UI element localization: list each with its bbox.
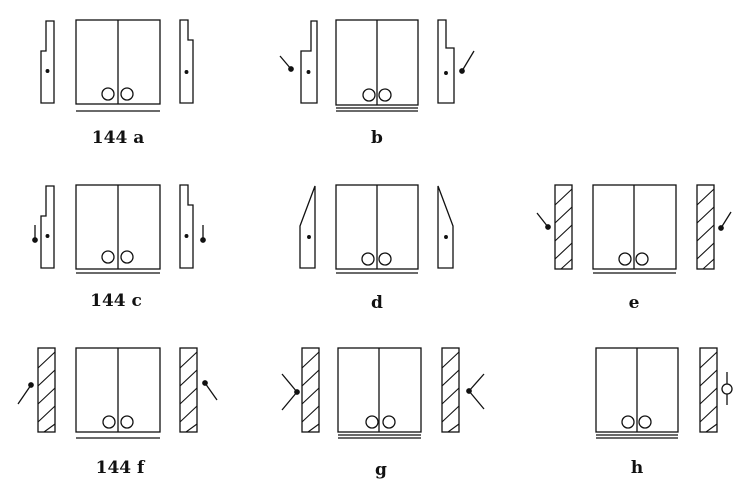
panel-a-right-pivot <box>184 70 189 74</box>
panel-e-left-handle-arm <box>536 212 549 228</box>
panel-f-left-handle-arm <box>17 384 32 405</box>
panel-c-right-pivot <box>184 234 189 238</box>
panel-c-drawing <box>32 184 206 274</box>
panel-a-left-pivot <box>45 69 50 73</box>
panel-f-right-profile <box>179 347 198 433</box>
panel-a-drawing <box>40 19 194 112</box>
panel-g-left-profile <box>301 347 320 433</box>
panel-g-right-handle <box>466 388 472 394</box>
panel-b-label: b <box>371 128 383 148</box>
panel-e-right-handle <box>718 225 724 231</box>
panel-b-knob-right <box>378 88 392 102</box>
panel-c-left-pivot <box>45 234 50 238</box>
panel-f-right-handle-arm <box>204 382 218 401</box>
panel-d-right-pivot <box>444 235 448 239</box>
panel-f-right-hatch <box>179 351 198 433</box>
panel-h-label: h <box>630 458 644 478</box>
panel-g-left-handle-arm-down <box>281 391 298 411</box>
panel-f-label: 144 f <box>95 458 145 478</box>
panel-b-right-handle-arm <box>461 50 475 72</box>
panel-h-drawing <box>595 347 733 439</box>
panel-g-right-handle-arm-down <box>468 390 485 410</box>
panel-c-knob-right <box>120 250 134 264</box>
panel-d-left-pivot <box>307 235 311 239</box>
panel-e-drawing <box>536 184 732 274</box>
panel-d-knob-left <box>361 252 375 266</box>
panel-e-knob-left <box>618 252 632 266</box>
panel-g-right-profile <box>441 347 460 433</box>
panel-g-right-hatch <box>441 351 460 433</box>
panel-d-left-profile <box>299 185 316 269</box>
panel-h-right-latch <box>721 383 733 395</box>
panel-e-right-profile <box>696 184 715 270</box>
panel-g-knob-right <box>382 415 396 429</box>
panel-g-left-handle <box>294 389 300 395</box>
panel-a-label: 144 a <box>91 128 145 148</box>
panel-g-knob-left <box>365 415 379 429</box>
panel-a-knob-right <box>120 87 134 101</box>
panel-b-right-pivot <box>444 71 448 75</box>
panel-f-left-handle <box>28 382 34 388</box>
panel-d-label: d <box>371 293 383 313</box>
panel-f-knob-right <box>120 415 134 429</box>
panel-g-drawing <box>281 347 485 439</box>
panel-f-left-hatch <box>37 351 56 433</box>
panel-f-left-profile <box>37 347 56 433</box>
panel-e-knob-right <box>635 252 649 266</box>
panel-f-right-handle <box>202 380 208 386</box>
panel-d-drawing <box>299 184 454 274</box>
panel-b-knob-left <box>362 88 376 102</box>
panel-h-knob-left <box>621 415 635 429</box>
panel-b-drawing <box>279 19 475 112</box>
panel-c-label: 144 c <box>90 291 142 311</box>
panel-e-right-handle-arm <box>720 211 732 229</box>
panel-a-left-profile <box>40 20 55 104</box>
panel-h-knob-right <box>638 415 652 429</box>
panel-g-left-hatch <box>301 351 320 433</box>
panel-e-left-hatch <box>554 188 573 270</box>
panel-c-left-profile <box>40 185 55 269</box>
panel-e-right-hatch <box>696 188 715 270</box>
panel-f-knob-left <box>102 415 116 429</box>
panel-e-left-profile <box>554 184 573 270</box>
panel-c-right-lock <box>200 237 206 243</box>
panel-a-knob-left <box>101 87 115 101</box>
panel-c-right-profile <box>179 184 194 269</box>
panel-b-left-pivot <box>306 70 311 74</box>
panel-d-knob-right <box>378 252 392 266</box>
panel-d-right-profile <box>437 185 454 269</box>
panel-b-right-profile <box>437 19 455 104</box>
panel-b-left-handle <box>288 66 294 72</box>
panel-g-right-handle-arm-up <box>468 373 485 392</box>
panel-h-right-profile <box>699 347 718 433</box>
panel-c-left-lock <box>32 237 38 243</box>
panel-a-right-profile <box>179 19 194 104</box>
panel-e-left-handle <box>545 224 551 230</box>
panel-b-right-handle <box>459 68 465 74</box>
panel-f-drawing <box>17 347 218 439</box>
panel-g-left-handle-arm-up <box>281 373 298 393</box>
panel-e-label: e <box>628 293 640 313</box>
panel-g-label: g <box>375 460 387 480</box>
panel-b-left-profile <box>300 20 318 104</box>
panel-c-knob-left <box>101 250 115 264</box>
panel-h-right-hatch <box>699 351 718 433</box>
